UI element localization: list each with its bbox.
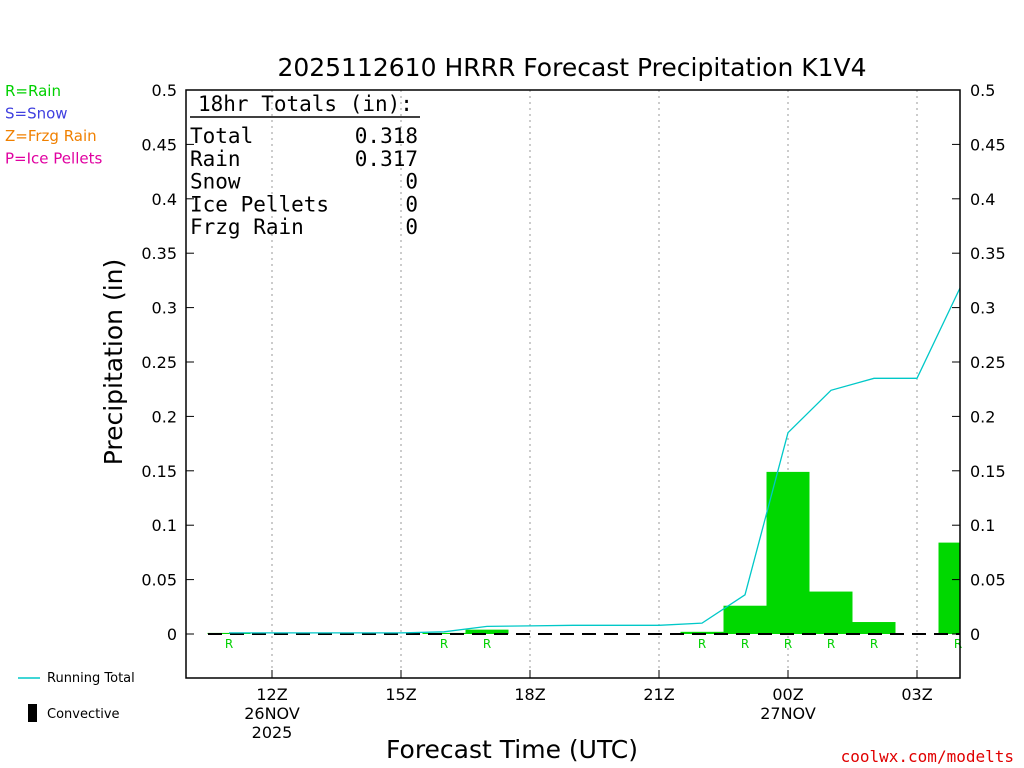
totals-box: 18hr Totals (in): Total 0.318 Rain 0.317 Sno… bbox=[190, 92, 420, 239]
ytick-right-label-8: 0.4 bbox=[970, 190, 995, 209]
xtick-label-4-1: 27NOV bbox=[760, 704, 816, 723]
totals-label-3: Ice Pellets bbox=[190, 192, 329, 216]
totals-value-4: 0 bbox=[405, 215, 418, 239]
credit-text: coolwx.com/modelts bbox=[841, 747, 1014, 766]
ytick-left-label-6: 0.3 bbox=[152, 299, 177, 318]
totals-value-3: 0 bbox=[405, 192, 418, 216]
totals-label-0: Total bbox=[190, 124, 253, 148]
convective-legend-label: Convective bbox=[47, 707, 120, 722]
ytick-right-label-5: 0.25 bbox=[970, 353, 1006, 372]
ytick-left-label-1: 0.05 bbox=[141, 571, 177, 590]
totals-value-0: 0.318 bbox=[355, 124, 418, 148]
precip-mark-5: R bbox=[784, 637, 792, 651]
plot-frame bbox=[185, 89, 961, 679]
ytick-left-label-2: 0.1 bbox=[152, 516, 177, 535]
type-legend-item-3: P=Ice Pellets bbox=[5, 150, 102, 168]
totals-rows: Total 0.318 Rain 0.317 Snow 0 Ice Pellets 0 Frzg… bbox=[190, 124, 418, 239]
precip-mark-3: R bbox=[698, 637, 706, 651]
ytick-right-label-1: 0.05 bbox=[970, 571, 1006, 590]
ytick-left-label-9: 0.45 bbox=[141, 135, 177, 154]
grid-lines bbox=[271, 90, 918, 678]
type-legend-item-2: Z=Frzg Rain bbox=[5, 127, 97, 145]
x-axis-title: Forecast Time (UTC) bbox=[386, 735, 638, 764]
precip-type-legend: R=Rain S=Snow Z=Frzg Rain P=Ice Pellets bbox=[5, 82, 102, 168]
convective-swatch bbox=[28, 704, 37, 722]
type-legend-item-0: R=Rain bbox=[5, 82, 61, 100]
xtick-label-0-1: 26NOV bbox=[244, 704, 300, 723]
totals-value-2: 0 bbox=[405, 170, 418, 194]
xtick-label-0-2: 2025 bbox=[252, 723, 293, 742]
y-axis-left: 0 0.05 0.1 0.15 0.2 0.25 0.3 0.35 0.4 0.45 0.5 bbox=[141, 81, 194, 644]
rain-bar-14 bbox=[809, 591, 853, 634]
y-axis-right: 0 0.05 0.1 0.15 0.2 0.25 0.3 0.35 0.4 0.45 0.5 bbox=[952, 81, 1006, 644]
precip-mark-1: R bbox=[440, 637, 448, 651]
ytick-left-label-4: 0.2 bbox=[152, 407, 177, 426]
ytick-right-label-7: 0.35 bbox=[970, 244, 1006, 263]
bottom-legend: Running Total Convective bbox=[18, 671, 135, 722]
totals-label-1: Rain bbox=[190, 147, 241, 171]
ytick-left-label-3: 0.15 bbox=[141, 462, 177, 481]
precip-mark-4: R bbox=[741, 637, 749, 651]
ytick-right-label-6: 0.3 bbox=[970, 299, 995, 318]
precip-mark-8: R bbox=[954, 637, 962, 651]
precip-mark-7: R bbox=[870, 637, 878, 651]
totals-label-2: Snow bbox=[190, 170, 241, 194]
ytick-left-label-7: 0.35 bbox=[141, 244, 177, 263]
rain-bar-12 bbox=[723, 605, 767, 634]
ytick-right-label-4: 0.2 bbox=[970, 407, 995, 426]
precip-mark-2: R bbox=[483, 637, 491, 651]
running-total-group bbox=[229, 287, 961, 634]
rain-bar-15 bbox=[852, 622, 896, 634]
xtick-label-2-0: 18Z bbox=[514, 685, 545, 704]
rain-bar-13 bbox=[766, 471, 810, 634]
rain-bar-17 bbox=[938, 542, 960, 634]
ytick-right-label-10: 0.5 bbox=[970, 81, 995, 100]
ytick-right-label-9: 0.45 bbox=[970, 135, 1006, 154]
ytick-right-label-2: 0.1 bbox=[970, 516, 995, 535]
running-total-legend-label: Running Total bbox=[47, 671, 135, 686]
xtick-label-0-0: 12Z bbox=[256, 685, 287, 704]
totals-label-4: Frzg Rain bbox=[190, 215, 304, 239]
type-legend-item-1: S=Snow bbox=[5, 105, 68, 123]
ytick-left-label-10: 0.5 bbox=[152, 81, 177, 100]
rain-bar-11 bbox=[680, 631, 724, 634]
chart-title: 2025112610 HRRR Forecast Precipitation K… bbox=[277, 53, 866, 82]
running-total-line bbox=[229, 287, 961, 634]
ytick-right-label-0: 0 bbox=[970, 625, 980, 644]
rain-bar-5 bbox=[422, 632, 466, 634]
xtick-label-1-0: 15Z bbox=[385, 685, 416, 704]
y-axis-title: Precipitation (in) bbox=[99, 259, 128, 466]
totals-header: 18hr Totals (in): bbox=[198, 92, 413, 116]
precip-mark-0: R bbox=[225, 637, 233, 651]
ytick-left-label-0: 0 bbox=[167, 625, 177, 644]
xtick-label-5-0: 03Z bbox=[901, 685, 932, 704]
bars-group bbox=[207, 471, 960, 634]
precip-mark-6: R bbox=[827, 637, 835, 651]
xtick-label-3-0: 21Z bbox=[643, 685, 674, 704]
ytick-left-label-8: 0.4 bbox=[152, 190, 177, 209]
rain-bar-6 bbox=[465, 629, 509, 634]
totals-value-1: 0.317 bbox=[355, 147, 418, 171]
ytick-left-label-5: 0.25 bbox=[141, 353, 177, 372]
ytick-right-label-3: 0.15 bbox=[970, 462, 1006, 481]
xtick-label-4-0: 00Z bbox=[772, 685, 803, 704]
